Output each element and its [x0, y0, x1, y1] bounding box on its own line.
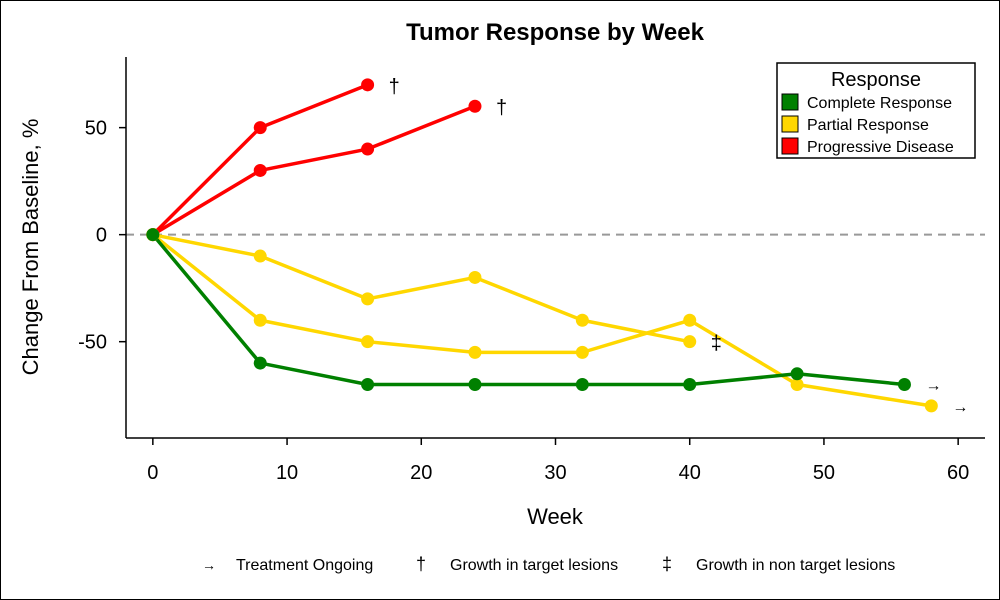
- data-point: [361, 377, 375, 391]
- data-point: [361, 292, 375, 306]
- data-point: [468, 99, 482, 113]
- data-point: [361, 335, 375, 349]
- series-line-5: [151, 233, 905, 387]
- data-point: [790, 367, 804, 381]
- x-tick-label: 0: [147, 462, 158, 484]
- series-end-marker-3: ‡: [711, 333, 722, 355]
- chart-title: Tumor Response by Week: [406, 19, 705, 46]
- series-end-marker-1: †: [389, 76, 400, 98]
- footnote-label: Growth in target lesions: [450, 557, 618, 574]
- legend-label: Partial Response: [807, 117, 929, 134]
- y-tick-label: -50: [78, 332, 107, 354]
- legend: Response Complete Response Partial Respon…: [776, 62, 976, 159]
- data-point: [683, 377, 697, 391]
- legend-label: Complete Response: [807, 95, 952, 112]
- legend-box: [776, 62, 976, 159]
- legend-swatch: [781, 93, 799, 111]
- footnote-symbol: →: [202, 557, 216, 573]
- data-point: [575, 345, 589, 359]
- x-tick-label: 60: [947, 462, 969, 484]
- data-point: [683, 335, 697, 349]
- x-tick-label: 10: [276, 462, 298, 484]
- x-tick-label: 40: [679, 462, 701, 484]
- data-point: [897, 377, 911, 391]
- footnote: → Treatment Ongoing † Growth in target lesi…: [202, 554, 895, 574]
- series-line-2: [151, 104, 476, 237]
- footnote-symbol: †: [416, 554, 426, 574]
- series-end-marker-2: †: [496, 97, 507, 119]
- x-axis-label: Week: [527, 504, 584, 529]
- data-point: [575, 377, 589, 391]
- data-point: [575, 313, 589, 327]
- series-end-marker-5: →: [925, 377, 941, 394]
- footnote-symbol: ‡: [662, 554, 672, 574]
- x-tick-label: 30: [544, 462, 566, 484]
- series-end-marker-4: →: [952, 399, 968, 416]
- data-point: [683, 313, 697, 327]
- x-tick-label: 50: [813, 462, 835, 484]
- data-point: [253, 121, 267, 135]
- data-point: [468, 345, 482, 359]
- legend-label: Progressive Disease: [807, 139, 954, 156]
- series-line-4: [151, 233, 932, 408]
- data-point: [361, 142, 375, 156]
- y-axis-label: Change From Baseline, %: [18, 119, 43, 376]
- data-point: [253, 313, 267, 327]
- legend-title: Response: [831, 69, 921, 91]
- data-point: [253, 249, 267, 263]
- footnote-label: Growth in non target lesions: [696, 557, 895, 574]
- data-point: [468, 377, 482, 391]
- x-tick-label: 20: [410, 462, 432, 484]
- y-tick-label: 50: [85, 118, 107, 140]
- y-tick-label: 0: [96, 225, 107, 247]
- data-point: [146, 228, 160, 242]
- data-point: [361, 78, 375, 92]
- plot-area: 0 10 20 30 40 50 60 -50 0 50 † † ‡ → →: [78, 57, 985, 484]
- data-point: [790, 377, 804, 391]
- data-point: [468, 270, 482, 284]
- legend-swatch: [781, 115, 799, 133]
- series-line-3: [152, 232, 691, 344]
- data-point: [253, 356, 267, 370]
- data-point: [253, 163, 267, 177]
- series-line-1: [151, 83, 369, 236]
- data-point: [924, 399, 938, 413]
- footnote-label: Treatment Ongoing: [236, 557, 373, 574]
- legend-swatch: [781, 137, 799, 155]
